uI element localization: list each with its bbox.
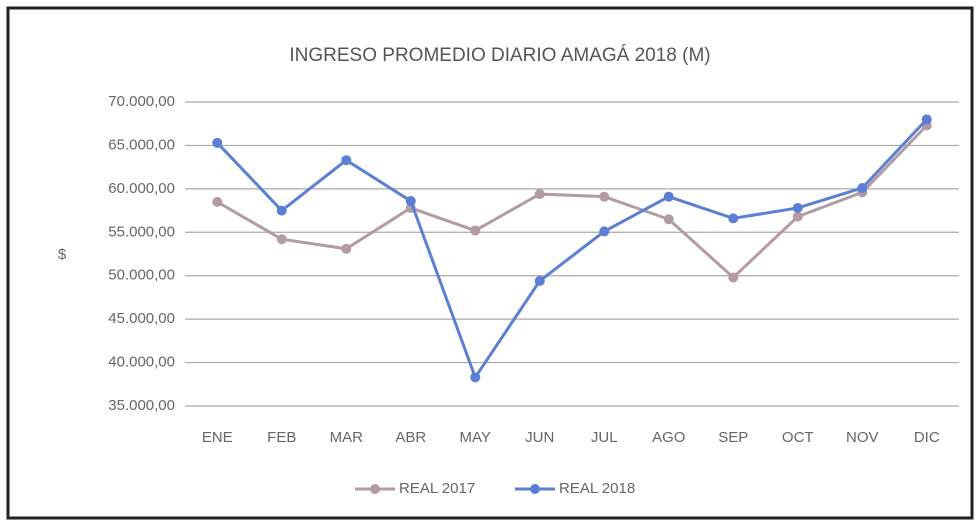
data-point: [341, 243, 352, 254]
data-point: [792, 202, 803, 213]
data-point: [341, 155, 352, 166]
data-point: [212, 137, 223, 148]
data-point: [599, 226, 610, 237]
data-point: [599, 191, 610, 202]
y-tick-label: 45.000,00: [108, 310, 175, 327]
data-point: [663, 191, 674, 202]
y-tick-label: 55.000,00: [108, 223, 175, 240]
x-tick-label: JUN: [525, 429, 554, 446]
data-point: [728, 213, 739, 224]
series-line: [216, 118, 928, 381]
x-tick-label: SEP: [718, 429, 748, 446]
y-tick-label: 40.000,00: [108, 354, 175, 371]
chart-frame: [6, 6, 974, 520]
x-tick-label: JUL: [591, 429, 618, 446]
data-point: [534, 275, 545, 286]
legend-label: REAL 2017: [399, 480, 475, 497]
x-tick-label: AGO: [652, 429, 685, 446]
x-tick-label: ENE: [202, 429, 233, 446]
legend-marker: [370, 484, 380, 494]
x-tick-label: DIC: [914, 429, 940, 446]
x-tick-label: MAR: [330, 429, 364, 446]
data-point: [405, 196, 416, 207]
y-tick-label: 65.000,00: [108, 136, 175, 153]
data-point: [792, 211, 803, 222]
data-point: [663, 214, 674, 225]
data-point: [276, 205, 287, 216]
x-tick-label: OCT: [782, 429, 814, 446]
data-point: [857, 182, 868, 193]
legend-label: REAL 2018: [559, 480, 635, 497]
data-point: [534, 189, 545, 200]
y-tick-label: 60.000,00: [108, 180, 175, 197]
data-point: [470, 372, 481, 383]
y-tick-label: 35.000,00: [108, 397, 175, 414]
x-tick-label: MAY: [460, 429, 491, 446]
x-tick-label: FEB: [267, 429, 296, 446]
legend-marker: [530, 484, 540, 494]
data-point: [212, 196, 223, 207]
y-tick-label: 50.000,00: [108, 267, 175, 284]
y-tick-label: 70.000,00: [108, 93, 175, 110]
y-axis-label: $: [58, 246, 67, 263]
series-line: [216, 124, 928, 280]
chart-title: INGRESO PROMEDIO DIARIO AMAGÁ 2018 (M): [289, 45, 710, 66]
data-point: [921, 114, 932, 125]
data-point: [728, 272, 739, 283]
x-tick-label: NOV: [846, 429, 879, 446]
data-point: [470, 225, 481, 236]
data-point: [276, 234, 287, 245]
x-tick-label: ABR: [395, 429, 426, 446]
